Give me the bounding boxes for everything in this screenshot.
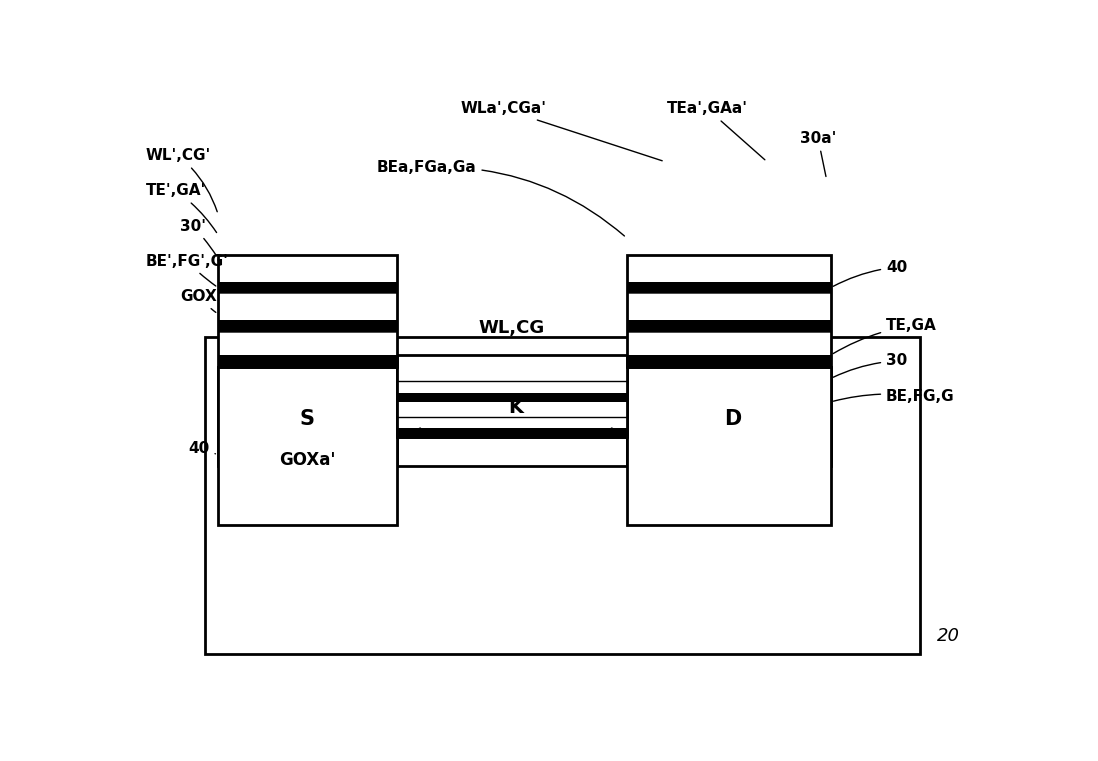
Bar [219,355,396,367]
Bar [627,320,831,332]
Text: 20: 20 [938,627,960,645]
Bar [219,256,396,282]
Bar [396,428,627,437]
Bar [627,256,831,367]
Bar [219,282,396,294]
Bar [627,256,831,282]
Bar [627,332,831,355]
Text: BE',FG',G': BE',FG',G' [146,253,228,286]
Text: D: D [725,409,741,429]
Bar [219,367,396,466]
Text: GOX': GOX' [180,289,222,313]
Bar [627,367,831,466]
Bar [205,337,920,654]
Text: TE,GA: TE,GA [833,318,937,354]
Text: BE,FG,G: BE,FG,G [833,389,955,403]
Text: 40: 40 [189,441,215,457]
Text: GOXa': GOXa' [279,451,336,470]
Bar [219,367,396,525]
Bar [396,393,627,402]
Bar [627,367,831,525]
Bar [396,437,627,466]
Text: BEa,FGa,Ga: BEa,FGa,Ga [377,160,625,236]
Bar [627,294,831,320]
Text: 40: 40 [833,260,907,286]
Text: WL,CG: WL,CG [479,320,545,337]
Text: TE',GA': TE',GA' [146,183,216,233]
Text: WLa',CGa': WLa',CGa' [460,101,662,161]
Text: K: K [508,397,524,416]
Bar [627,282,831,294]
Text: TEa',GAa': TEa',GAa' [666,101,765,160]
Text: 30a': 30a' [799,131,837,177]
Bar [396,355,627,437]
Bar [219,256,396,367]
Text: WL',CG': WL',CG' [146,148,217,212]
Bar [219,320,396,332]
Bar [627,355,831,367]
Bar [219,332,396,355]
Bar [219,294,396,320]
Text: 30': 30' [180,218,216,256]
Text: S: S [300,409,315,429]
Text: 30: 30 [833,353,907,377]
